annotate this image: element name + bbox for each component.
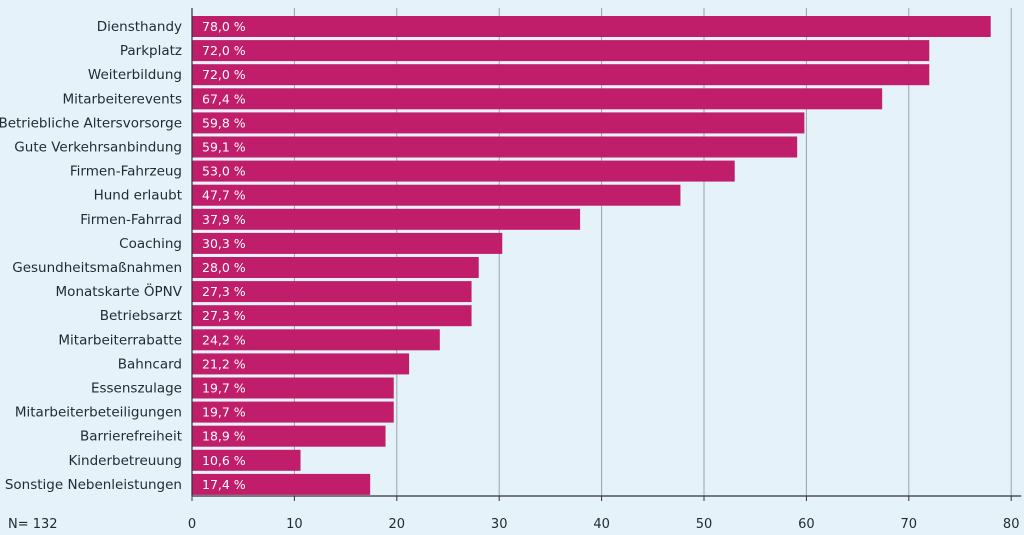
sample-size-label: N= 132: [8, 517, 58, 532]
bar-value-label: 47,7 %: [202, 188, 246, 203]
bar-value-label: 30,3 %: [202, 236, 246, 251]
bar: [192, 473, 371, 495]
x-tick-label: 50: [696, 517, 713, 532]
bar-value-label: 17,4 %: [202, 477, 246, 492]
bar: [192, 64, 930, 86]
bar: [192, 136, 798, 158]
bar: [192, 401, 394, 423]
bar-value-label: 78,0 %: [202, 19, 246, 34]
category-label: Bahncard: [118, 356, 182, 372]
category-label: Barrierefreiheit: [80, 429, 182, 445]
bar-value-label: 59,1 %: [202, 140, 246, 155]
x-tick-label: 10: [286, 517, 303, 532]
bar-value-label: 67,4 %: [202, 91, 246, 106]
x-tick-label: 60: [798, 517, 815, 532]
category-label: Hund erlaubt: [94, 188, 182, 204]
category-label: Essenszulage: [91, 381, 182, 397]
category-label: Betriebliche Altersvorsorge: [0, 115, 182, 131]
bar: [192, 184, 681, 206]
category-label: Diensthandy: [97, 19, 182, 35]
bar-value-label: 72,0 %: [202, 43, 246, 58]
category-label: Sonstige Nebenleistungen: [5, 477, 182, 493]
x-axis: 0 10 20 30 40 50 60 70 80: [188, 8, 1022, 532]
x-tick-label: 70: [901, 517, 918, 532]
category-label: Coaching: [119, 236, 182, 252]
bar: [192, 377, 394, 399]
category-label: Parkplatz: [120, 43, 182, 59]
bar-value-label: 21,2 %: [202, 356, 246, 371]
bar-value-label: 53,0 %: [202, 164, 246, 179]
category-label: Mitarbeiterrabatte: [58, 332, 182, 348]
category-label: Betriebsarzt: [100, 308, 182, 324]
category-label: Mitarbeiterevents: [63, 91, 182, 107]
bar: [192, 329, 440, 351]
bar-value-label: 37,9 %: [202, 212, 246, 227]
category-label: Kinderbetreuung: [68, 453, 182, 469]
x-tick-label: 20: [389, 517, 406, 532]
bar: [192, 449, 301, 471]
category-label: Gute Verkehrsanbindung: [14, 140, 182, 156]
bar: [192, 112, 805, 134]
x-tick-label: 40: [593, 517, 610, 532]
bar: [192, 232, 503, 254]
category-label: Firmen-Fahrrad: [80, 212, 182, 228]
bar-value-label: 10,6 %: [202, 453, 246, 468]
bar: [192, 208, 581, 230]
bar: [192, 88, 883, 110]
category-label: Mitarbeiterbeteiligungen: [15, 405, 182, 421]
x-tick-label: 30: [491, 517, 508, 532]
bar: [192, 305, 472, 327]
bar: [192, 425, 386, 447]
bar: [192, 353, 410, 375]
category-label: Weiterbildung: [88, 67, 182, 83]
bar: [192, 40, 930, 62]
category-label: Gesundheitsmaßnahmen: [12, 260, 182, 276]
bars: 78,0 % 72,0 % 72,0 % 67,4 % 59,8 % 59,1 % 53,0…: [192, 16, 991, 495]
category-label: Firmen-Fahrzeug: [70, 164, 182, 180]
bar: [192, 16, 991, 37]
x-tick-label: 80: [1003, 517, 1020, 532]
category-label: Monatskarte ÖPNV: [56, 282, 183, 300]
bar: [192, 281, 472, 303]
bar: [192, 160, 735, 182]
bar-value-label: 59,8 %: [202, 115, 246, 130]
bar-value-label: 24,2 %: [202, 332, 246, 347]
bar-value-label: 27,3 %: [202, 284, 246, 299]
x-tick-label: 0: [188, 517, 196, 532]
bar-value-label: 28,0 %: [202, 260, 246, 275]
category-labels: Diensthandy Parkplatz Weiterbildung Mitarbe…: [0, 19, 183, 493]
bar-value-label: 72,0 %: [202, 67, 246, 82]
bar-value-label: 18,9 %: [202, 429, 246, 444]
bar: [192, 257, 479, 278]
bar-value-label: 19,7 %: [202, 405, 246, 420]
bar-value-label: 19,7 %: [202, 381, 246, 396]
bar-value-label: 27,3 %: [202, 308, 246, 323]
